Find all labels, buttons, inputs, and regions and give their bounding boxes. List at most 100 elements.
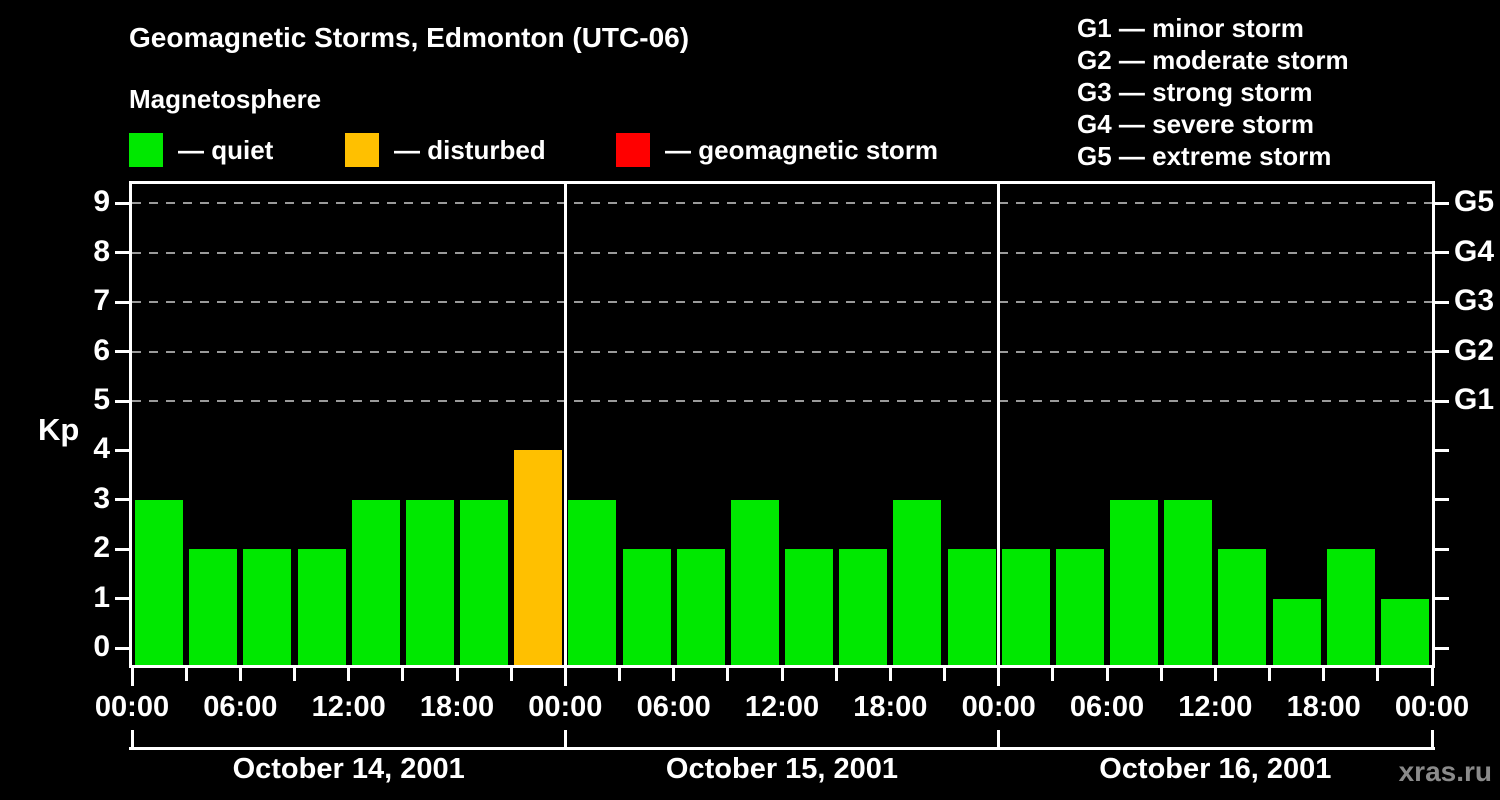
g-level-label: G3 bbox=[1454, 284, 1495, 318]
y-axis-label: 9 bbox=[93, 185, 110, 219]
y-axis-label: 5 bbox=[93, 383, 110, 416]
y-axis-label: 6 bbox=[93, 333, 110, 367]
x-axis-time-label: 06:00 bbox=[636, 691, 711, 723]
right-axis-tick bbox=[1435, 498, 1449, 502]
kp-bar bbox=[1272, 598, 1321, 665]
kp-bar bbox=[568, 499, 617, 665]
chart-title: Geomagnetic Storms, Edmonton (UTC-06) bbox=[129, 22, 690, 53]
kp-bar bbox=[1001, 549, 1050, 665]
x-axis-tick bbox=[184, 668, 188, 681]
g-level-label: G4 bbox=[1454, 234, 1495, 268]
x-axis-tick bbox=[888, 668, 892, 681]
date-label: October 14, 2001 bbox=[232, 753, 465, 785]
x-axis-tick bbox=[672, 668, 676, 681]
kp-bar bbox=[135, 499, 184, 665]
kp-bar bbox=[189, 549, 238, 665]
x-axis-tick bbox=[780, 668, 784, 681]
g-scale-line-5: G5 — extreme storm bbox=[1077, 141, 1332, 171]
kp-bar bbox=[730, 499, 779, 665]
y-axis-tick bbox=[115, 399, 129, 403]
date-bracket-line bbox=[129, 747, 1435, 750]
chart-subtitle: Magnetosphere bbox=[129, 84, 322, 114]
kp-bar bbox=[893, 499, 942, 665]
gridline-kp8 bbox=[132, 251, 1432, 254]
g-scale-line-2: G2 — moderate storm bbox=[1077, 45, 1349, 75]
y-axis-tick bbox=[115, 251, 129, 255]
gridline-kp5 bbox=[132, 400, 1432, 402]
right-axis-tick bbox=[1435, 547, 1449, 551]
day-separator bbox=[997, 184, 1001, 665]
watermark: xras.ru bbox=[1398, 756, 1492, 787]
y-axis-label: 2 bbox=[93, 531, 110, 565]
x-axis-tick bbox=[347, 668, 351, 681]
y-axis-tick bbox=[115, 597, 129, 601]
y-axis-tick bbox=[115, 448, 129, 452]
x-axis-tick bbox=[238, 668, 242, 681]
kp-bar bbox=[514, 450, 563, 665]
legend-item-storm: — geomagnetic storm bbox=[616, 133, 938, 167]
kp-bar bbox=[1110, 499, 1159, 665]
x-axis-time-label: 00:00 bbox=[1394, 691, 1470, 723]
x-axis-tick bbox=[401, 668, 405, 681]
x-axis-tick bbox=[563, 668, 567, 686]
legend-item-disturbed: — disturbed bbox=[345, 133, 546, 167]
g-scale-legend: G1 — minor storm G2 — moderate storm G3 — … bbox=[1077, 12, 1349, 172]
y-axis-label: 3 bbox=[93, 481, 110, 515]
y-axis-tick bbox=[115, 350, 129, 354]
kp-bar bbox=[1326, 549, 1375, 665]
x-axis-time-label: 12:00 bbox=[311, 691, 386, 723]
day-separator bbox=[563, 184, 567, 665]
kp-bar bbox=[460, 499, 509, 665]
legend-swatch-quiet bbox=[129, 133, 163, 167]
x-axis-tick bbox=[726, 668, 730, 681]
date-bracket-tick bbox=[997, 730, 1001, 750]
legend-item-quiet: — quiet bbox=[129, 133, 273, 167]
x-axis-tick bbox=[1268, 668, 1271, 681]
x-axis-time-label: 18:00 bbox=[419, 691, 495, 723]
x-axis-tick bbox=[1430, 668, 1434, 686]
kp-bar bbox=[351, 499, 400, 665]
x-axis-time-label: 12:00 bbox=[1178, 691, 1253, 723]
x-axis-time-label: 00:00 bbox=[528, 691, 603, 723]
date-label: October 16, 2001 bbox=[1099, 753, 1332, 785]
g-scale-line-1: G1 — minor storm bbox=[1077, 13, 1304, 43]
kp-bar bbox=[947, 549, 996, 665]
x-axis-time-label: 06:00 bbox=[203, 691, 278, 723]
y-axis-label: 0 bbox=[93, 630, 110, 663]
legend-label-storm: — geomagnetic storm bbox=[665, 134, 939, 165]
kp-bar bbox=[1380, 598, 1429, 665]
right-axis-tick bbox=[1435, 201, 1449, 205]
x-axis-tick bbox=[1376, 668, 1380, 681]
kp-bar bbox=[622, 549, 671, 665]
right-axis-tick bbox=[1435, 300, 1449, 304]
x-axis-tick bbox=[1159, 668, 1163, 681]
kp-bar bbox=[297, 549, 346, 665]
x-axis-tick bbox=[618, 668, 621, 681]
y-axis-label: 4 bbox=[93, 432, 110, 466]
right-axis-tick bbox=[1435, 646, 1449, 650]
right-axis-tick bbox=[1435, 251, 1449, 255]
x-axis-tick bbox=[1051, 668, 1055, 681]
g-scale-line-3: G3 — strong storm bbox=[1077, 77, 1313, 107]
right-axis-tick bbox=[1435, 350, 1449, 354]
y-axis-tick bbox=[115, 547, 129, 551]
legend-swatch-storm bbox=[616, 133, 650, 167]
right-axis-tick bbox=[1435, 597, 1449, 601]
date-bracket-tick bbox=[563, 730, 567, 750]
y-axis-title: Kp bbox=[38, 412, 80, 447]
y-axis-label: 8 bbox=[93, 234, 110, 268]
kp-bar bbox=[676, 549, 725, 665]
kp-bar bbox=[243, 549, 292, 665]
x-axis-time-label: 18:00 bbox=[853, 691, 928, 723]
y-axis-tick bbox=[115, 498, 129, 502]
x-axis-tick bbox=[943, 668, 946, 681]
gridline-kp9 bbox=[132, 202, 1432, 205]
right-axis-tick bbox=[1435, 399, 1449, 403]
x-axis-tick bbox=[509, 668, 513, 681]
right-axis-tick bbox=[1435, 448, 1449, 452]
x-axis-tick bbox=[1105, 668, 1109, 681]
g-scale-line-4: G4 — severe storm bbox=[1077, 109, 1315, 139]
y-axis-label: 1 bbox=[93, 580, 110, 614]
g-level-label: G1 bbox=[1454, 383, 1495, 416]
x-axis-time-label: 00:00 bbox=[961, 691, 1036, 723]
